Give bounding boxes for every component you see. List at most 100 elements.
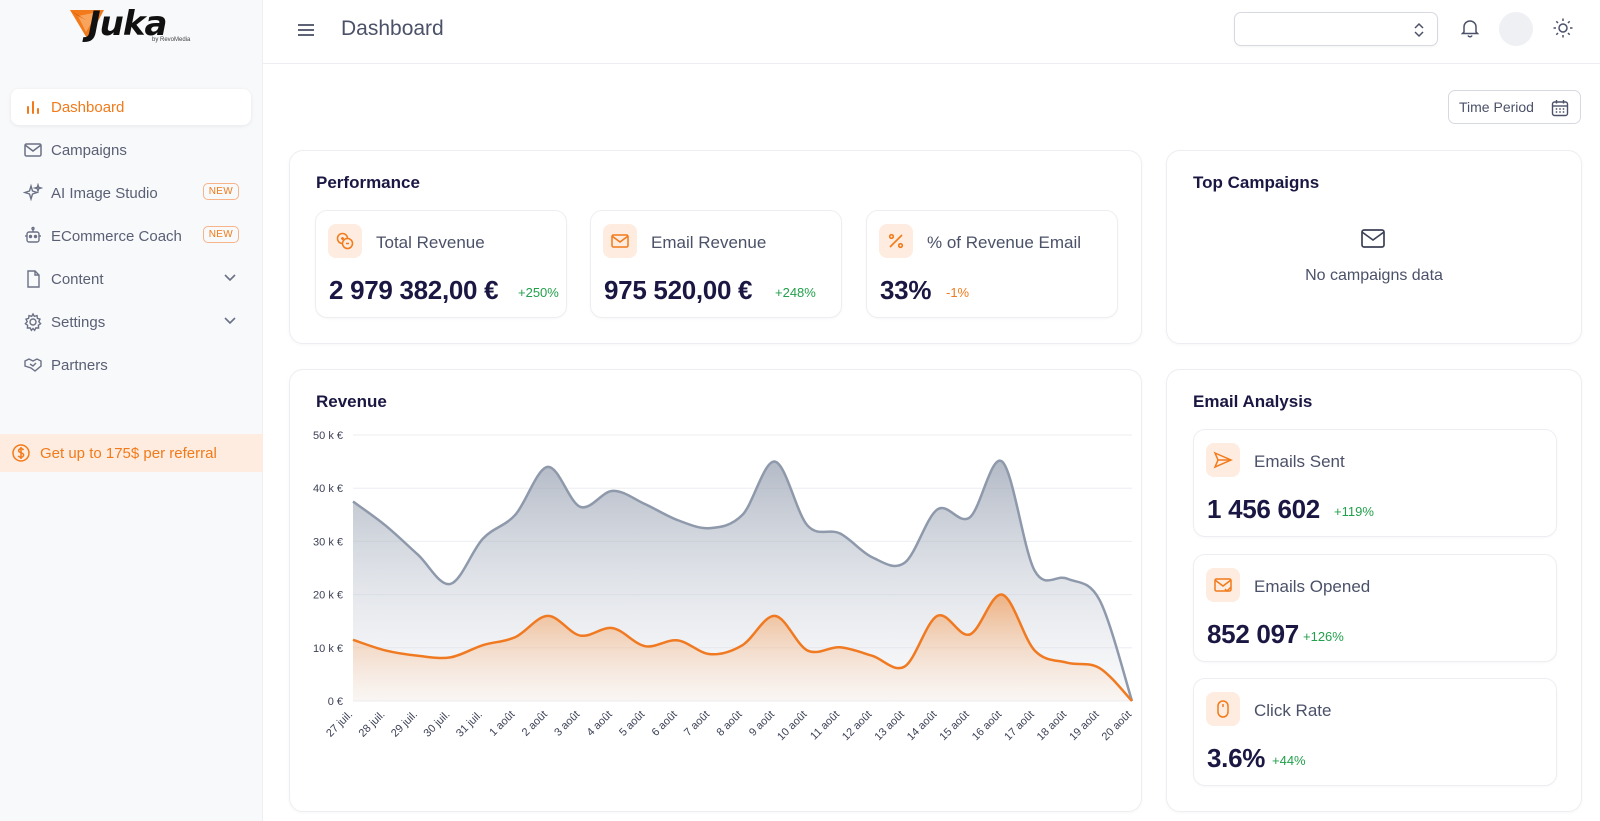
mail-icon (23, 140, 43, 160)
sidebar: Juka by RevoMedia Dashboard Campaigns AI… (0, 0, 263, 821)
sidebar-item-label: AI Image Studio (51, 184, 158, 202)
stat-label: % of Revenue Email (927, 233, 1082, 252)
x-tick-label: 12 août (840, 709, 874, 743)
referral-banner[interactable]: Get up to 175$ per referral (0, 434, 263, 472)
x-tick-label: 4 août (585, 709, 615, 739)
time-period-button[interactable]: Time Period (1448, 90, 1581, 124)
mail-icon (1360, 227, 1386, 256)
x-tick-label: 14 août (905, 709, 939, 743)
robot-icon (23, 226, 43, 246)
sidebar-item-label: Campaigns (51, 141, 127, 159)
y-tick-label: 40 k € (313, 483, 343, 495)
sun-icon[interactable] (1552, 17, 1574, 44)
stat-change: +126% (1303, 629, 1344, 644)
y-tick-label: 20 k € (313, 590, 343, 602)
document-icon (23, 269, 43, 289)
chevron-down-icon[interactable] (223, 314, 237, 332)
juka-logo[interactable]: Juka by RevoMedia (68, 4, 198, 46)
total-revenue-series-line (352, 459, 1134, 702)
new-badge: NEW (202, 183, 239, 200)
sidebar-item-label: Partners (51, 356, 108, 374)
mouse-icon (1206, 692, 1240, 726)
y-tick-label: 50 k € (313, 430, 343, 442)
referral-text: Get up to 175$ per referral (40, 444, 217, 462)
x-tick-label: 3 août (552, 709, 582, 739)
chevron-down-icon[interactable] (223, 271, 237, 289)
revenue-email-percent-stat: % of Revenue Email 33% -1% (866, 210, 1118, 318)
stat-value: 3.6% (1207, 743, 1266, 773)
x-tick-label: 6 août (650, 709, 680, 739)
click-rate-stat: Click Rate 3.6% +44% (1193, 678, 1557, 786)
no-campaigns-text: No campaigns data (1305, 267, 1443, 284)
gear-icon (23, 312, 43, 332)
revenue-chart-title: Revenue (316, 392, 387, 411)
sidebar-item-content[interactable]: Content (11, 261, 251, 297)
performance-card: Performance Total Revenue 2 979 382,00 €… (289, 150, 1142, 344)
sidebar-item-label: ECommerce Coach (51, 227, 182, 245)
x-tick-label: 29 juil. (389, 709, 420, 740)
dollar-coin-icon (11, 443, 31, 463)
stat-label: Click Rate (1254, 701, 1332, 720)
sidebar-item-label: Settings (51, 313, 106, 331)
store-selector[interactable] (1234, 12, 1438, 46)
coins-icon (328, 224, 362, 258)
sidebar-item-dashboard[interactable]: Dashboard (11, 89, 251, 125)
x-tick-label: 13 août (872, 709, 906, 743)
bar-chart-icon (23, 97, 43, 117)
sidebar-nav: Dashboard Campaigns AI Image Studio NEW … (11, 89, 251, 390)
handshake-icon (23, 355, 43, 375)
email-revenue-series-area (353, 594, 1132, 701)
sidebar-item-ai-image-studio[interactable]: AI Image Studio NEW (11, 175, 251, 211)
email-revenue-series-line (352, 593, 1133, 702)
stat-change: -1% (946, 285, 970, 300)
new-badge: NEW (202, 226, 239, 243)
stat-label: Emails Sent (1254, 452, 1345, 471)
x-tick-label: 7 août (682, 709, 712, 739)
stat-value: 33% (880, 275, 932, 305)
brand-subtitle: by RevoMedia (152, 37, 191, 43)
x-tick-label: 15 août (937, 709, 971, 743)
sidebar-item-campaigns[interactable]: Campaigns (11, 132, 251, 168)
x-tick-label: 1 août (487, 709, 517, 739)
revenue-card: Revenue 0 € 10 k € 20 k € 30 k € 40 k € 50 k … (289, 369, 1142, 812)
stat-label: Emails Opened (1254, 577, 1371, 596)
stat-change: +44% (1272, 753, 1306, 768)
y-tick-label: 30 k € (313, 536, 343, 548)
sidebar-item-ecommerce-coach[interactable]: ECommerce Coach NEW (11, 218, 251, 254)
avatar[interactable] (1499, 12, 1533, 46)
sidebar-item-label: Dashboard (51, 98, 125, 116)
stat-change: +248% (775, 285, 816, 300)
stat-value: 975 520,00 € (604, 275, 753, 305)
hamburger-menu-icon[interactable] (295, 19, 317, 41)
x-tick-label: 11 août (808, 709, 842, 743)
performance-title: Performance (316, 173, 420, 192)
x-tick-label: 9 août (747, 709, 777, 739)
x-tick-label: 10 août (775, 709, 809, 743)
send-icon (1206, 443, 1240, 477)
sidebar-item-partners[interactable]: Partners (11, 347, 251, 383)
sidebar-item-settings[interactable]: Settings (11, 304, 251, 340)
bell-icon[interactable] (1459, 17, 1481, 44)
mail-open-icon (1206, 568, 1240, 602)
sparkles-icon (23, 183, 43, 203)
email-analysis-card: Email Analysis Emails Sent 1 456 602 +11… (1166, 369, 1582, 812)
topbar: Dashboard (263, 0, 1600, 64)
email-revenue-stat: Email Revenue 975 520,00 € +248% (590, 210, 842, 318)
top-campaigns-title: Top Campaigns (1193, 173, 1320, 192)
time-period-label: Time Period (1459, 99, 1534, 115)
stat-change: +250% (518, 285, 559, 300)
stat-label: Total Revenue (376, 233, 485, 252)
total-revenue-stat: Total Revenue 2 979 382,00 € +250% (315, 210, 567, 318)
x-tick-label: 30 juil. (422, 709, 453, 740)
stat-value: 1 456 602 (1207, 494, 1320, 524)
x-tick-label: 18 août (1035, 709, 1069, 743)
x-tick-label: 8 août (715, 709, 745, 739)
paper-plane-logo-icon (70, 10, 104, 40)
revenue-chart: 0 € 10 k € 20 k € 30 k € 40 k € 50 k € 27 juil… (313, 430, 1134, 743)
top-campaigns-card: Top Campaigns No campaigns data (1166, 150, 1582, 344)
chevron-up-down-icon (1413, 21, 1425, 44)
mail-icon (603, 224, 637, 258)
x-tick-label: 16 août (970, 709, 1004, 743)
x-tick-label: 2 août (520, 709, 550, 739)
x-tick-label: 28 juil. (357, 709, 388, 740)
